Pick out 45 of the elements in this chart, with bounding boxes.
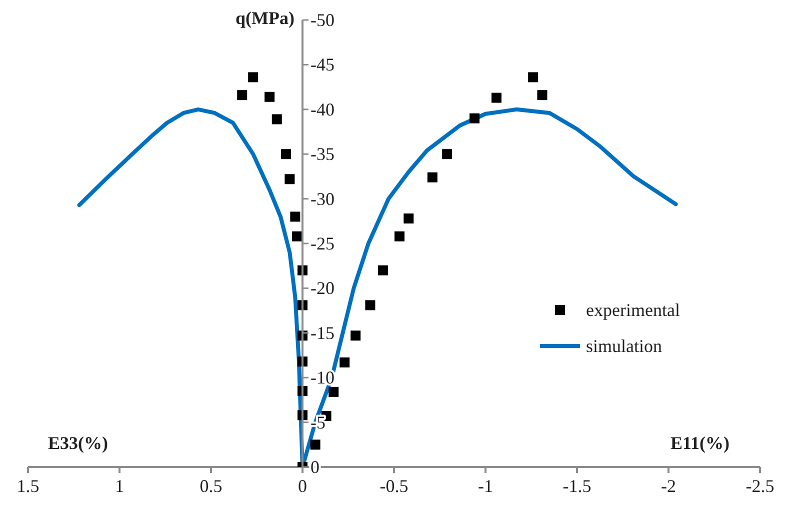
point	[378, 265, 388, 276]
y-tick-label: 0	[310, 457, 320, 477]
y-tick-label: -40	[310, 99, 334, 120]
point	[310, 440, 320, 450]
legend-label: experimental	[586, 300, 680, 320]
y-axis-title: q(MPa)	[236, 8, 295, 28]
x-tick-label: 0	[298, 476, 307, 496]
point	[427, 172, 438, 182]
point	[528, 72, 538, 82]
point	[272, 114, 282, 124]
x-tick-label: -1.5	[562, 476, 592, 496]
point	[290, 212, 300, 222]
y-tick-label: -45	[310, 54, 334, 75]
point	[537, 90, 548, 100]
point	[328, 386, 339, 397]
point	[248, 72, 258, 82]
point	[284, 174, 295, 184]
x-tick-label: -2.5	[746, 476, 774, 496]
y-tick-label: -50	[310, 10, 334, 30]
x-tick-label: -1	[478, 476, 493, 496]
point	[281, 149, 292, 160]
x-tick-label: 0.5	[200, 476, 222, 496]
x-tick-label: -0.5	[380, 476, 408, 496]
y-tick-label: -20	[310, 278, 334, 298]
y-tick-label: -25	[310, 234, 334, 254]
y-tick-label: -30	[310, 188, 334, 209]
point	[365, 300, 376, 310]
point	[340, 357, 350, 368]
point	[350, 330, 361, 341]
point	[404, 213, 414, 224]
y-tick-label: -35	[310, 144, 334, 164]
point	[292, 231, 302, 242]
x-tick-label: -2	[661, 476, 676, 496]
point	[491, 92, 502, 103]
x-tick-label: 1	[115, 476, 124, 496]
annotation: E33(%)	[48, 433, 108, 453]
point	[237, 90, 248, 100]
point	[442, 149, 452, 160]
point	[470, 113, 480, 124]
point	[394, 231, 404, 242]
y-tick-label: -15	[310, 322, 334, 343]
x-tick-label: 1.5	[16, 476, 40, 496]
legend-label: simulation	[586, 336, 662, 356]
point	[264, 92, 275, 102]
x-axis-title: E11(%)	[670, 433, 730, 453]
